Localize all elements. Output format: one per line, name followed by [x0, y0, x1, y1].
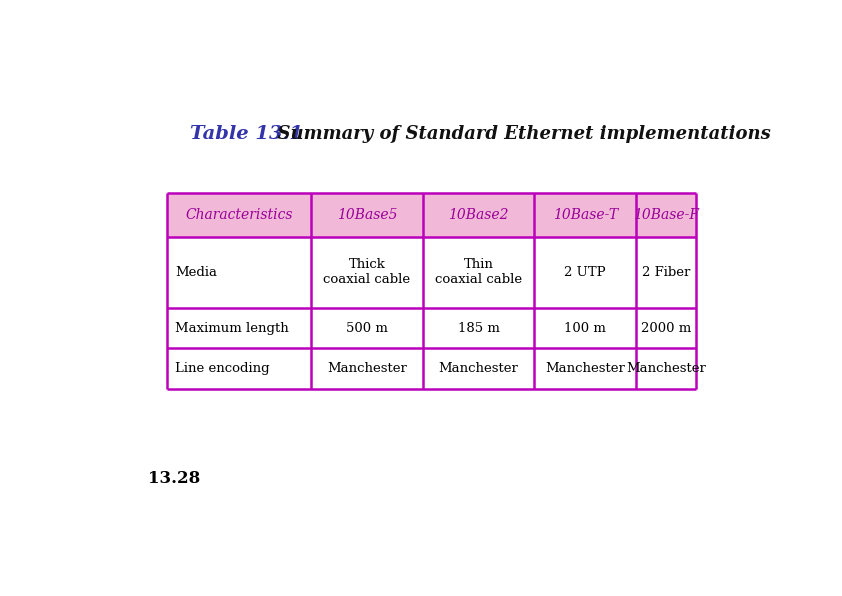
Text: Characteristics: Characteristics — [185, 208, 293, 222]
Text: 10Base-F: 10Base-F — [633, 208, 699, 222]
Text: Manchester: Manchester — [439, 362, 519, 375]
Text: Media: Media — [175, 266, 217, 279]
Text: Thick
coaxial cable: Thick coaxial cable — [323, 258, 411, 286]
Text: Manchester: Manchester — [626, 362, 706, 375]
Bar — [168, 193, 695, 237]
Text: Manchester: Manchester — [327, 362, 407, 375]
Bar — [168, 308, 695, 348]
Text: 100 m: 100 m — [564, 322, 606, 334]
Text: 13.28: 13.28 — [147, 470, 200, 487]
Text: 10Base-T: 10Base-T — [552, 208, 618, 222]
Bar — [168, 237, 695, 308]
Bar — [168, 348, 695, 389]
Text: 10Base2: 10Base2 — [448, 208, 509, 222]
Text: Maximum length: Maximum length — [175, 322, 289, 334]
Text: Table 13.1: Table 13.1 — [190, 125, 303, 142]
Text: 2000 m: 2000 m — [641, 322, 691, 334]
Text: 185 m: 185 m — [457, 322, 499, 334]
Text: 10Base5: 10Base5 — [337, 208, 397, 222]
Text: 2 UTP: 2 UTP — [564, 266, 606, 279]
Text: Manchester: Manchester — [546, 362, 625, 375]
Text: Thin
coaxial cable: Thin coaxial cable — [435, 258, 522, 286]
Text: 500 m: 500 m — [346, 322, 388, 334]
Text: Line encoding: Line encoding — [175, 362, 269, 375]
Text: 2 Fiber: 2 Fiber — [642, 266, 690, 279]
Text: Summary of Standard Ethernet implementations: Summary of Standard Ethernet implementat… — [265, 125, 771, 142]
